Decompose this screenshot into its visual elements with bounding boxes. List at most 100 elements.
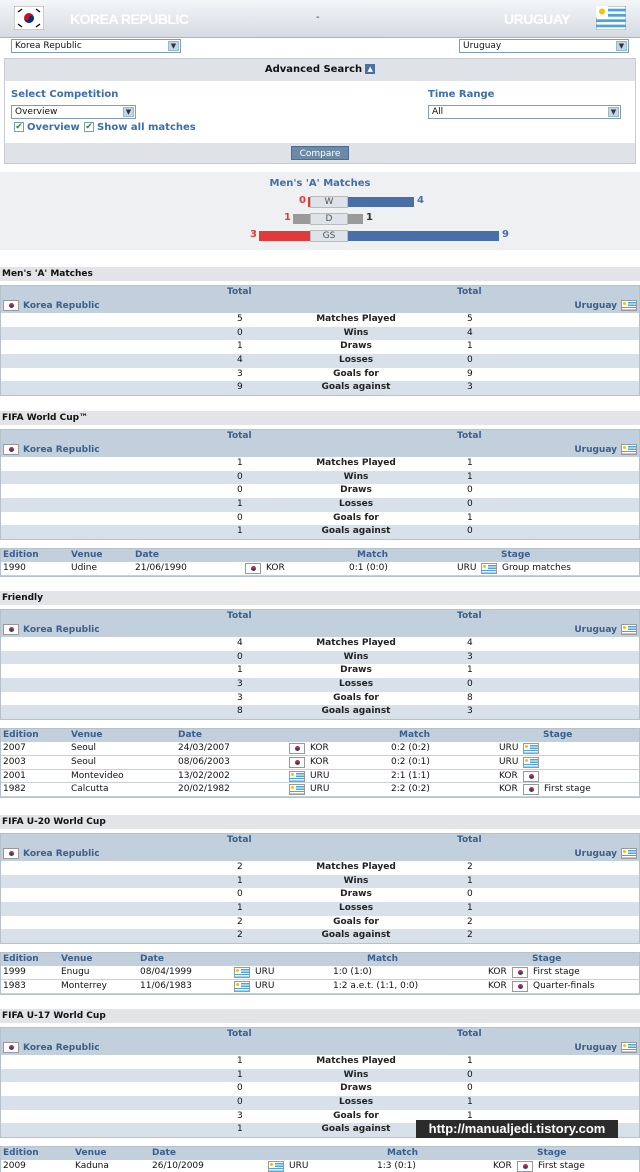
match-score[interactable]: 1:0 (1:0) xyxy=(333,967,372,978)
stats-header-row: Total Total xyxy=(1,286,639,300)
uruguay-flag-icon xyxy=(621,443,637,455)
match-row[interactable]: 1982 Calcutta 20/02/1982 URU 2:2 (0:2) KOR Fir… xyxy=(1,783,639,797)
match-row[interactable]: 1999 Enugu 08/04/1999 URU 1:0 (1:0) KOR First … xyxy=(1,966,639,980)
stats-row: 0 Wins 3 xyxy=(1,650,639,665)
away-stat-value: 3 xyxy=(467,651,473,662)
chevron-down-icon[interactable]: ▼ xyxy=(616,41,627,51)
stats-row: 3 Losses 0 xyxy=(1,677,639,692)
match-row[interactable]: 2007 Seoul 24/03/2007 KOR 0:2 (0:2) URU xyxy=(1,742,639,756)
checkmark-icon[interactable]: ✔ xyxy=(84,122,94,132)
stats-row: 0 Wins 4 xyxy=(1,326,639,341)
time-range-label: Time Range xyxy=(428,89,495,100)
korea-flag-icon xyxy=(13,5,45,31)
away-team-name: Uruguay xyxy=(574,624,617,635)
bar-label: GS xyxy=(310,230,348,242)
competition-select[interactable]: Overview ▼ xyxy=(11,105,136,119)
home-stat-value: 1 xyxy=(237,526,243,537)
match-score[interactable]: 1:3 (0:1) xyxy=(377,1161,416,1172)
total-header: Total xyxy=(227,287,252,297)
match-column-header: Stage xyxy=(501,549,531,560)
stat-label: Wins xyxy=(343,1069,369,1080)
chevron-down-icon[interactable]: ▼ xyxy=(168,41,179,51)
header-bar: KOREA REPUBLIC - URUGUAY xyxy=(0,0,640,38)
away-stat-value: 1 xyxy=(467,875,473,886)
uruguay-flag-icon xyxy=(621,847,637,859)
match-row[interactable]: 1983 Monterrey 11/06/1983 URU 1:2 a.e.t. (1:… xyxy=(1,979,639,994)
collapse-icon[interactable]: ▲ xyxy=(365,64,376,74)
home-team-name: Korea Republic xyxy=(23,300,100,311)
match-row[interactable]: 2003 Seoul 08/06/2003 KOR 0:2 (0:1) URU xyxy=(1,755,639,770)
stats-row: 2 Goals against 2 xyxy=(1,929,639,943)
match-score[interactable]: 0:1 (0:0) xyxy=(349,563,388,574)
chevron-down-icon[interactable]: ▼ xyxy=(123,107,134,117)
competition-label: Select Competition xyxy=(11,89,119,100)
uruguay-flag-icon xyxy=(621,623,637,635)
match-score[interactable]: 2:1 (1:1) xyxy=(391,770,430,781)
stats-row: 3 Goals for 9 xyxy=(1,367,639,382)
matches-header-row: Edition Venue Date Match Stage xyxy=(1,548,639,563)
stat-label: Matches Played xyxy=(316,1056,396,1067)
away-bar-value: 4 xyxy=(417,195,424,206)
away-team-select[interactable]: Uruguay ▼ xyxy=(459,39,629,53)
match-row[interactable]: 1990 Udine 21/06/1990 KOR 0:1 (0:0) URU Group … xyxy=(1,562,639,576)
stats-row: 1 Draws 1 xyxy=(1,664,639,678)
away-team-name: Uruguay xyxy=(574,848,617,859)
home-bar xyxy=(308,197,310,207)
stats-row: 2 Goals for 2 xyxy=(1,915,639,930)
match-date: 13/02/2002 xyxy=(178,770,230,781)
match-stage: First stage xyxy=(538,1161,585,1172)
checkmark-icon[interactable]: ✔ xyxy=(14,122,24,132)
advanced-search-panel: Advanced Search ▲ Select Competition Over… xyxy=(4,58,636,164)
stat-label: Losses xyxy=(338,354,374,365)
home-stat-value: 0 xyxy=(237,471,243,482)
section-title: Friendly xyxy=(0,591,640,605)
match-edition: 1983 xyxy=(3,980,26,991)
away-bar-value: 9 xyxy=(502,229,509,240)
match-left-team: URU xyxy=(289,1161,309,1172)
matches-table: Edition Venue Date Match Stage 1999 Enugu 08/04… xyxy=(0,951,640,995)
home-team-select[interactable]: Korea Republic ▼ xyxy=(11,39,181,53)
match-column-header: Edition xyxy=(3,1147,39,1158)
match-score[interactable]: 0:2 (0:1) xyxy=(391,756,430,767)
summary-chart: Men's 'A' Matches W 0 4 D 1 1 GS 3 9 xyxy=(0,172,640,250)
match-row[interactable]: 2009 Kaduna 26/10/2009 URU 1:3 (0:1) KOR First… xyxy=(1,1160,639,1172)
teams-header-row: Korea Republic Uruguay xyxy=(1,1041,639,1056)
stat-label: Goals against xyxy=(321,1124,391,1135)
uruguay-flag-icon xyxy=(481,563,497,575)
home-team-name: Korea Republic xyxy=(23,1042,100,1053)
away-bar xyxy=(346,214,363,224)
stats-row: 0 Wins 1 xyxy=(1,470,639,485)
stats-row: 1 Wins 1 xyxy=(1,874,639,889)
compare-button[interactable]: Compare xyxy=(291,146,349,160)
match-score[interactable]: 1:2 a.e.t. (1:1, 0:0) xyxy=(333,980,419,991)
match-score[interactable]: 0:2 (0:2) xyxy=(391,743,430,754)
away-team-name: Uruguay xyxy=(574,1042,617,1053)
stats-row: 0 Goals for 1 xyxy=(1,511,639,526)
match-left-team: URU xyxy=(255,980,275,991)
time-range-select[interactable]: All ▼ xyxy=(428,105,621,119)
stats-table: Total Total Korea Republic Uruguay 5 Matches … xyxy=(0,285,640,396)
advanced-search-footer: Compare xyxy=(5,143,635,163)
match-score[interactable]: 2:2 (0:2) xyxy=(391,784,430,795)
away-stat-value: 4 xyxy=(467,327,473,338)
stat-label: Wins xyxy=(343,875,369,886)
show-all-checkbox[interactable]: ✔ Show all matches xyxy=(84,122,196,133)
stats-header-row: Total Total xyxy=(1,430,639,444)
home-team-header: Korea Republic xyxy=(3,443,100,458)
advanced-search-title: Advanced Search xyxy=(264,64,363,75)
away-stat-value: 1 xyxy=(467,665,473,676)
match-row[interactable]: 2001 Montevideo 13/02/2002 URU 2:1 (1:1) KOR xyxy=(1,769,639,784)
away-stat-value: 0 xyxy=(467,889,473,900)
home-stat-value: 1 xyxy=(237,875,243,886)
away-stat-value: 0 xyxy=(467,1069,473,1080)
chevron-down-icon[interactable]: ▼ xyxy=(608,107,619,117)
away-stat-value: 1 xyxy=(467,512,473,523)
match-venue: Monterrey xyxy=(61,980,107,991)
stat-label: Matches Played xyxy=(316,638,396,649)
home-stat-value: 1 xyxy=(237,1124,243,1135)
away-stat-value: 8 xyxy=(467,692,473,703)
overview-checkbox[interactable]: ✔ Overview xyxy=(14,122,80,133)
total-header: Total xyxy=(457,287,482,297)
advanced-search-toggle[interactable]: Advanced Search ▲ xyxy=(5,59,635,81)
stats-table: Total Total Korea Republic Uruguay 1 Matches … xyxy=(0,429,640,540)
